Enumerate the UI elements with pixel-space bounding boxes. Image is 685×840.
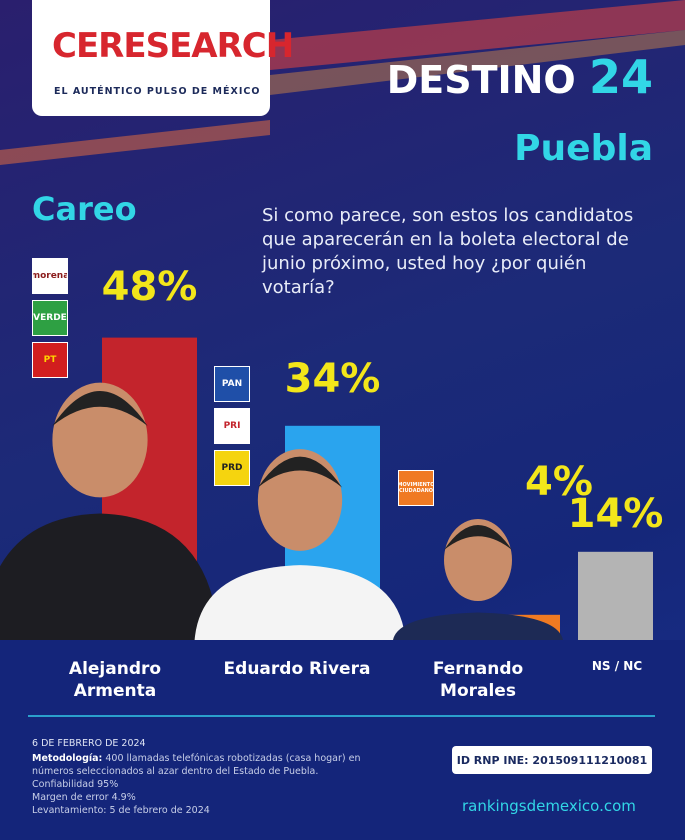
party-logo: MOVIMIENTO CIUDADANO bbox=[398, 470, 434, 506]
x-tick-label: NS / NC bbox=[591, 659, 643, 673]
footer-line: Confiabilidad 95% bbox=[32, 779, 119, 790]
value-label: 4% bbox=[525, 459, 593, 505]
party-logo: PAN bbox=[214, 366, 250, 402]
title-text: DESTINO bbox=[386, 58, 576, 102]
value-label: 48% bbox=[102, 264, 198, 310]
photo-body bbox=[194, 565, 406, 640]
question: Si como parece, son estos los candidatos… bbox=[262, 205, 634, 298]
value-label: 14% bbox=[568, 491, 664, 537]
title-number: 24 bbox=[588, 50, 653, 104]
site: rankingsdemexico.com bbox=[462, 797, 636, 815]
party-logo: VERDE bbox=[32, 300, 68, 336]
footer-date: 6 DE FEBRERO DE 2024 bbox=[32, 738, 146, 749]
photo-hair bbox=[52, 391, 148, 426]
photo-body bbox=[393, 612, 563, 640]
method-text: 400 llamadas telefónicas robotizadas (ca… bbox=[32, 753, 361, 777]
party-logo: PT bbox=[32, 342, 68, 378]
party-logo: PRI bbox=[214, 408, 250, 444]
title: DESTINO 24 bbox=[387, 50, 653, 104]
methodology: Metodología: 400 llamadas telefónicas ro… bbox=[32, 752, 372, 817]
x-tick-label: Alejandro Armenta bbox=[68, 659, 162, 701]
footer-line: Levantamiento: 5 de febrero de 2024 bbox=[32, 805, 210, 816]
state: Puebla bbox=[514, 128, 653, 169]
section: Careo bbox=[32, 190, 137, 228]
party-logo: morena bbox=[32, 258, 68, 294]
party-logo: PRD bbox=[214, 450, 250, 486]
tagline: EL AUTÉNTICO PULSO DE MÉXICO bbox=[54, 86, 261, 97]
logo: CERESEARCH bbox=[52, 26, 294, 66]
logo-box: CERESEARCH EL AUTÉNTICO PULSO DE MÉXICO bbox=[32, 0, 294, 116]
method-label: Metodología: bbox=[32, 753, 103, 764]
bar bbox=[578, 551, 653, 640]
photo-hair bbox=[257, 456, 343, 488]
x-tick-label: Eduardo Rivera bbox=[223, 659, 371, 679]
x-tick-label: Fernando Morales bbox=[432, 659, 524, 701]
rnp-id: ID RNP INE: 201509111210081 bbox=[452, 746, 652, 774]
photo-body bbox=[0, 513, 219, 640]
footer-line: Margen de error 4.9% bbox=[32, 792, 136, 803]
photo-hair bbox=[444, 525, 512, 550]
value-label: 34% bbox=[285, 356, 381, 402]
